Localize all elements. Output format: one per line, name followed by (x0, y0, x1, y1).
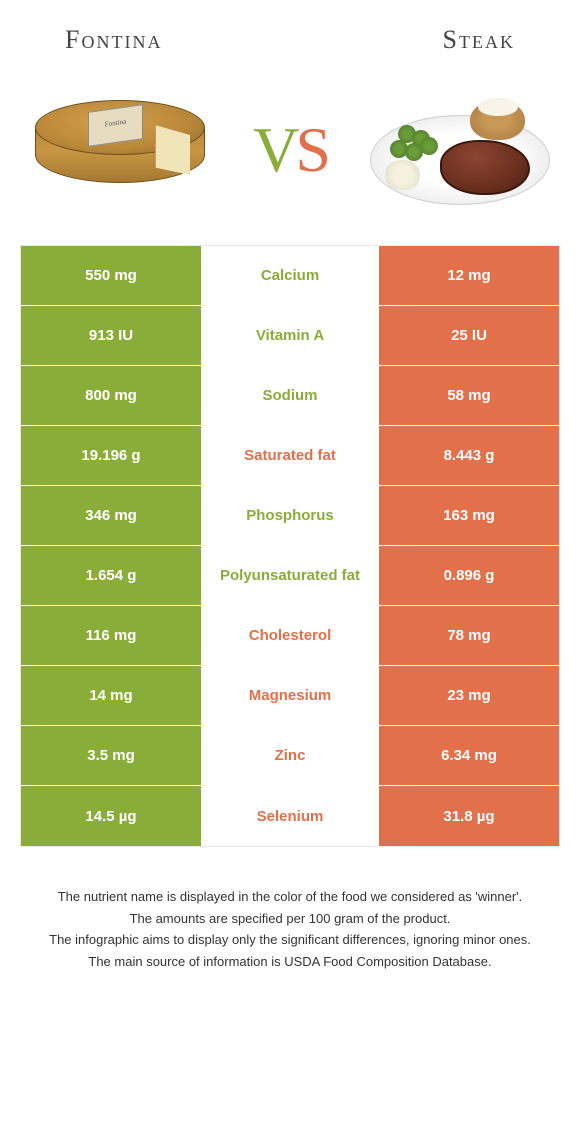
vs-icon: VS (253, 113, 327, 187)
left-value: 913 IU (21, 306, 201, 365)
left-value: 346 mg (21, 486, 201, 545)
right-value: 8.443 g (379, 426, 559, 485)
right-value: 12 mg (379, 246, 559, 305)
nutrient-row: 1.654 gPolyunsaturated fat0.896 g (21, 546, 559, 606)
fontina-image: Fontina (20, 85, 220, 215)
images-row: Fontina VS (0, 65, 580, 245)
left-value: 116 mg (21, 606, 201, 665)
footer-line-2: The amounts are specified per 100 gram o… (30, 909, 550, 929)
vs-s: S (295, 114, 327, 185)
left-value: 1.654 g (21, 546, 201, 605)
nutrient-table: 550 mgCalcium12 mg913 IUVitamin A25 IU80… (20, 245, 560, 847)
vs-v: V (253, 114, 295, 185)
nutrient-row: 913 IUVitamin A25 IU (21, 306, 559, 366)
nutrient-name: Sodium (201, 366, 379, 425)
nutrient-row: 550 mgCalcium12 mg (21, 246, 559, 306)
right-value: 31.8 µg (379, 786, 559, 846)
nutrient-name: Saturated fat (201, 426, 379, 485)
footer-line-4: The main source of information is USDA F… (30, 952, 550, 972)
footer-line-3: The infographic aims to display only the… (30, 930, 550, 950)
food-title-left: Fontina (65, 25, 162, 55)
left-value: 14 mg (21, 666, 201, 725)
right-value: 25 IU (379, 306, 559, 365)
nutrient-name: Polyunsaturated fat (201, 546, 379, 605)
left-value: 3.5 mg (21, 726, 201, 785)
right-value: 6.34 mg (379, 726, 559, 785)
right-value: 58 mg (379, 366, 559, 425)
left-value: 14.5 µg (21, 786, 201, 846)
nutrient-name: Vitamin A (201, 306, 379, 365)
footer-line-1: The nutrient name is displayed in the co… (30, 887, 550, 907)
nutrient-name: Zinc (201, 726, 379, 785)
nutrient-name: Phosphorus (201, 486, 379, 545)
left-value: 800 mg (21, 366, 201, 425)
nutrient-row: 14.5 µgSelenium31.8 µg (21, 786, 559, 846)
nutrient-row: 800 mgSodium58 mg (21, 366, 559, 426)
food-title-right: Steak (443, 25, 515, 55)
right-value: 163 mg (379, 486, 559, 545)
right-value: 23 mg (379, 666, 559, 725)
steak-image (360, 85, 560, 215)
right-value: 78 mg (379, 606, 559, 665)
nutrient-name: Selenium (201, 786, 379, 846)
nutrient-row: 116 mgCholesterol78 mg (21, 606, 559, 666)
nutrient-row: 346 mgPhosphorus163 mg (21, 486, 559, 546)
nutrient-row: 14 mgMagnesium23 mg (21, 666, 559, 726)
nutrient-name: Magnesium (201, 666, 379, 725)
right-value: 0.896 g (379, 546, 559, 605)
footer-notes: The nutrient name is displayed in the co… (0, 847, 580, 993)
nutrient-row: 3.5 mgZinc6.34 mg (21, 726, 559, 786)
nutrient-row: 19.196 gSaturated fat8.443 g (21, 426, 559, 486)
nutrient-name: Cholesterol (201, 606, 379, 665)
left-value: 19.196 g (21, 426, 201, 485)
header: Fontina Steak (0, 0, 580, 65)
left-value: 550 mg (21, 246, 201, 305)
nutrient-name: Calcium (201, 246, 379, 305)
